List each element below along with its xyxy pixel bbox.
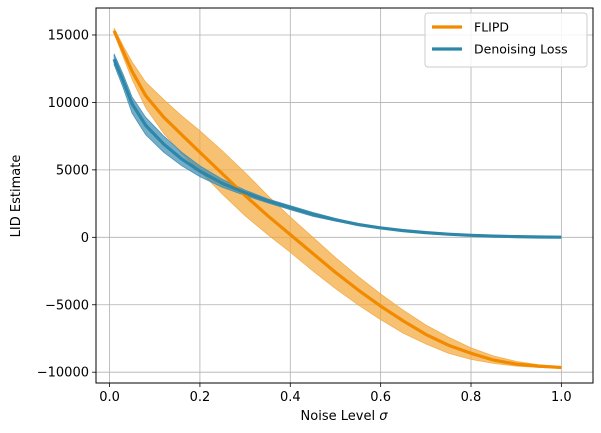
x-tick-label: 0.2	[190, 390, 211, 405]
y-tick-label: −5000	[45, 298, 89, 313]
plot-area	[95, 7, 594, 384]
y-tick-label: 5000	[56, 163, 89, 178]
x-axis-label: Noise Level σ	[301, 409, 389, 424]
grid	[96, 8, 593, 383]
x-tick-label: 1.0	[551, 390, 572, 405]
x-tick-label: 0.8	[461, 390, 482, 405]
y-axis-ticks: −10000 −5000 0 5000 10000 15000	[37, 28, 96, 381]
flipd-band	[113, 28, 562, 369]
legend-label-denoising-loss: Denoising Loss	[474, 42, 568, 57]
x-axis-label-symbol: σ	[379, 409, 388, 424]
x-tick-label: 0.4	[280, 390, 301, 405]
y-tick-label: 0	[81, 231, 89, 246]
plot-frame	[95, 7, 594, 384]
y-tick-label: −10000	[37, 366, 89, 381]
denoising-loss-line	[112, 58, 562, 239]
x-tick-label: 0.6	[370, 390, 391, 405]
flipd-line	[112, 30, 562, 370]
legend-box	[424, 12, 588, 68]
series-lines	[112, 30, 562, 370]
legend: FLIPD Denoising Loss	[424, 12, 588, 68]
x-tick-label: 0.0	[99, 390, 120, 405]
y-axis-label: LID Estimate	[9, 155, 24, 238]
x-axis-ticks: 0.0 0.2 0.4 0.6 0.8 1.0	[99, 383, 572, 405]
legend-label-flipd: FLIPD	[474, 20, 509, 35]
y-tick-label: 15000	[48, 28, 89, 43]
x-axis-label-text: Noise Level	[301, 409, 376, 424]
plot-background	[96, 8, 593, 383]
y-tick-label: 10000	[48, 96, 89, 111]
